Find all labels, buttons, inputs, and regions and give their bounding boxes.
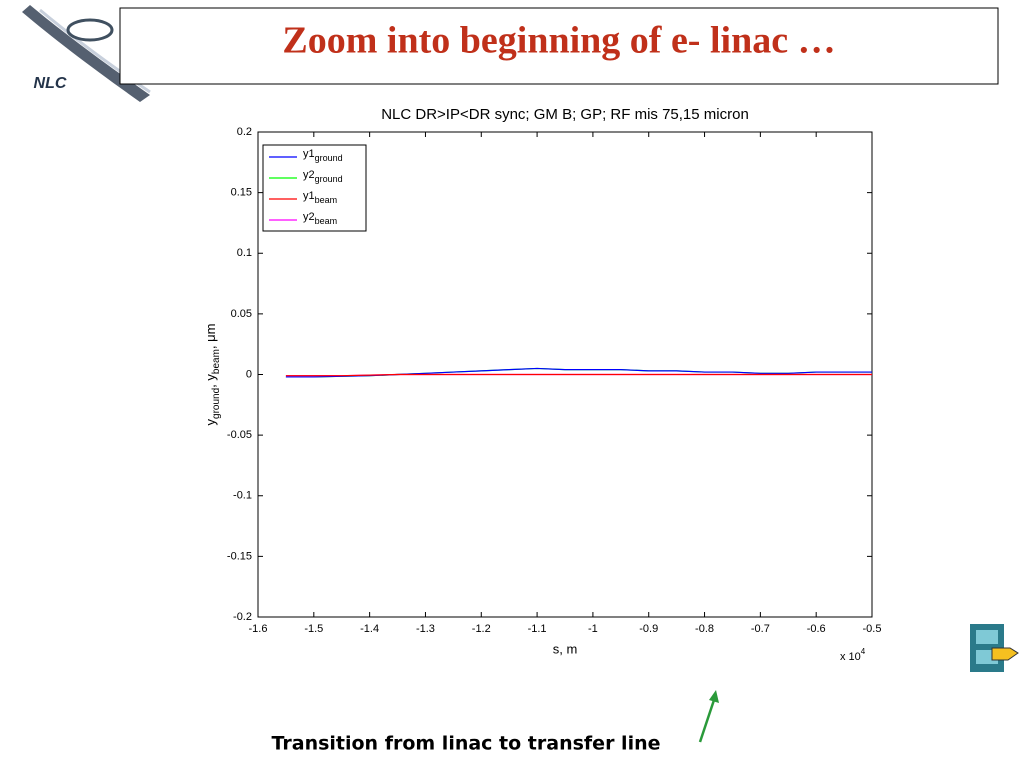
y-axis-label-part: y xyxy=(203,418,218,425)
y-tick-label: 0.15 xyxy=(231,187,252,199)
x-multiplier: x 104 xyxy=(840,647,866,663)
x-tick-label: -1 xyxy=(588,623,598,635)
y-axis-label-part: , μm xyxy=(203,324,218,350)
logo-text: NLC xyxy=(34,75,67,92)
x-tick-label: -0.5 xyxy=(863,623,882,635)
y-axis-label-part: , y xyxy=(203,374,218,388)
x-tick-label: -0.9 xyxy=(639,623,658,635)
y-axis-label-part: beam xyxy=(211,349,222,374)
x-multiplier-base: x 10 xyxy=(840,651,861,663)
y-tick-label: 0 xyxy=(246,368,252,380)
y-tick-label: -0.2 xyxy=(233,611,252,623)
y-tick-label: -0.15 xyxy=(227,550,252,562)
legend-subscript: ground xyxy=(315,174,343,184)
x-tick-label: -1.6 xyxy=(249,623,268,635)
x-tick-label: -0.7 xyxy=(751,623,770,635)
legend-name: y2 xyxy=(303,211,315,223)
x-tick-label: -0.6 xyxy=(807,623,826,635)
x-axis-label: s, m xyxy=(553,641,578,656)
chart-title: NLC DR>IP<DR sync; GM B; GP; RF mis 75,1… xyxy=(381,106,749,123)
x-tick-label: -0.8 xyxy=(695,623,714,635)
legend-label: y1ground xyxy=(303,148,343,163)
y-axis-label: yground, ybeam, μm xyxy=(203,324,221,426)
series-line xyxy=(285,373,872,377)
x-tick-label: -1.5 xyxy=(304,623,323,635)
x-tick-label: -1.1 xyxy=(528,623,547,635)
legend-subscript: ground xyxy=(315,153,343,163)
film-icon[interactable] xyxy=(970,624,1019,672)
y-tick-label: -0.05 xyxy=(227,429,252,441)
legend-label: y2ground xyxy=(303,169,343,184)
x-tick-label: -1.4 xyxy=(360,623,379,635)
title-box xyxy=(119,7,999,85)
chart: NLC DR>IP<DR sync; GM B; GP; RF mis 75,1… xyxy=(203,106,881,663)
x-multiplier-exp: 4 xyxy=(861,647,866,656)
x-tick-label: -1.2 xyxy=(472,623,491,635)
legend-name: y1 xyxy=(303,190,315,202)
legend-label: y2beam xyxy=(303,211,337,226)
legend-subscript: beam xyxy=(315,195,338,205)
legend-subscript: beam xyxy=(315,216,338,226)
arrow-head xyxy=(709,690,719,703)
legend-box xyxy=(262,144,367,232)
legend-name: y2 xyxy=(303,169,315,181)
legend-label: y1beam xyxy=(303,190,337,205)
y-axis-label-part: ground xyxy=(211,388,222,419)
slide-title: Zoom into beginning of e- linac … xyxy=(282,20,835,62)
caption: Transition from linac to transfer line xyxy=(272,733,661,755)
x-tick-label: -1.3 xyxy=(416,623,435,635)
y-tick-label: -0.1 xyxy=(233,490,252,502)
y-tick-label: 0.1 xyxy=(237,247,252,259)
y-tick-label: 0.05 xyxy=(231,308,252,320)
arrow xyxy=(698,696,717,743)
legend-name: y1 xyxy=(303,148,315,160)
y-tick-label: 0.2 xyxy=(237,126,252,138)
